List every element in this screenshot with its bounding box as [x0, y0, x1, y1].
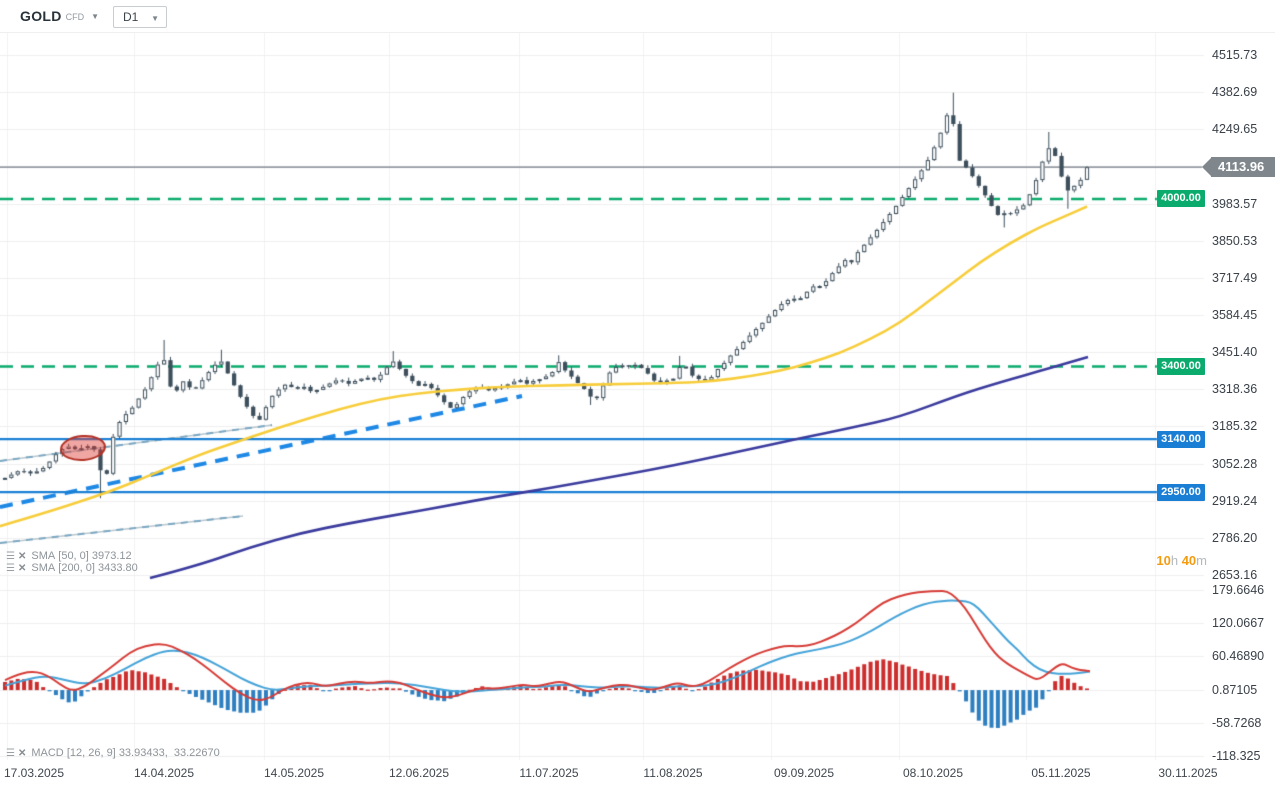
price-alert-tag[interactable]: 3140.00: [1157, 430, 1205, 448]
indicator-close-icon[interactable]: ✕: [17, 748, 27, 759]
price-tag-arrow-icon: [1202, 157, 1212, 178]
indicator-settings-icon[interactable]: ☰: [6, 551, 15, 562]
chevron-down-icon: ▼: [91, 12, 100, 21]
chevron-down-icon: ▼: [151, 14, 159, 23]
indicator-params: [12, 26, 9]: [66, 747, 116, 759]
timeframe-value: D1: [123, 10, 139, 24]
countdown-hours-unit: h: [1170, 553, 1179, 568]
price-alert-tag[interactable]: 3400.00: [1157, 357, 1205, 375]
price-alert-tag[interactable]: 2950.00: [1157, 483, 1205, 501]
timeframe-dropdown[interactable]: D1 ▼: [113, 6, 167, 28]
indicator-settings-icon[interactable]: ☰: [6, 563, 15, 574]
symbol-selector[interactable]: GOLD CFD ▼: [20, 8, 99, 28]
countdown-hours: 10: [1156, 553, 1171, 568]
countdown-minutes-unit: m: [1196, 553, 1207, 568]
indicator-settings-icon[interactable]: ☰: [6, 748, 15, 759]
indicator-name: MACD: [31, 747, 64, 759]
price-alert-tag[interactable]: 4000.00: [1157, 190, 1205, 208]
toolbar: GOLD CFD ▼ D1 ▼: [0, 0, 1275, 33]
instrument-type-badge: CFD: [65, 12, 85, 22]
indicator-label-macd: ☰ ✕ MACD [12, 26, 9] 33.93433, 33.22670: [6, 747, 220, 759]
indicator-close-icon[interactable]: ✕: [17, 551, 27, 562]
indicator-name: SMA: [31, 550, 56, 562]
indicator-label-sma200: ☰ ✕ SMA [200, 0] 3433.80: [6, 562, 138, 574]
indicator-close-icon[interactable]: ✕: [17, 563, 27, 574]
indicator-value: 33.93433, 33.22670: [118, 747, 220, 759]
indicator-value: 3973.12: [91, 550, 132, 562]
market-open-countdown: 10h 40m: [1100, 553, 1207, 568]
indicator-params: [200, 0]: [58, 562, 95, 574]
current-price-value: 4113.96: [1211, 157, 1275, 178]
indicator-params: [50, 0]: [58, 550, 89, 562]
symbol-name: GOLD: [20, 8, 62, 24]
countdown-minutes: 40: [1181, 553, 1197, 568]
indicator-name: SMA: [31, 562, 56, 574]
indicator-value: 3433.80: [98, 562, 138, 574]
indicator-label-sma50: ☰ ✕ SMA [50, 0] 3973.12: [6, 550, 132, 562]
